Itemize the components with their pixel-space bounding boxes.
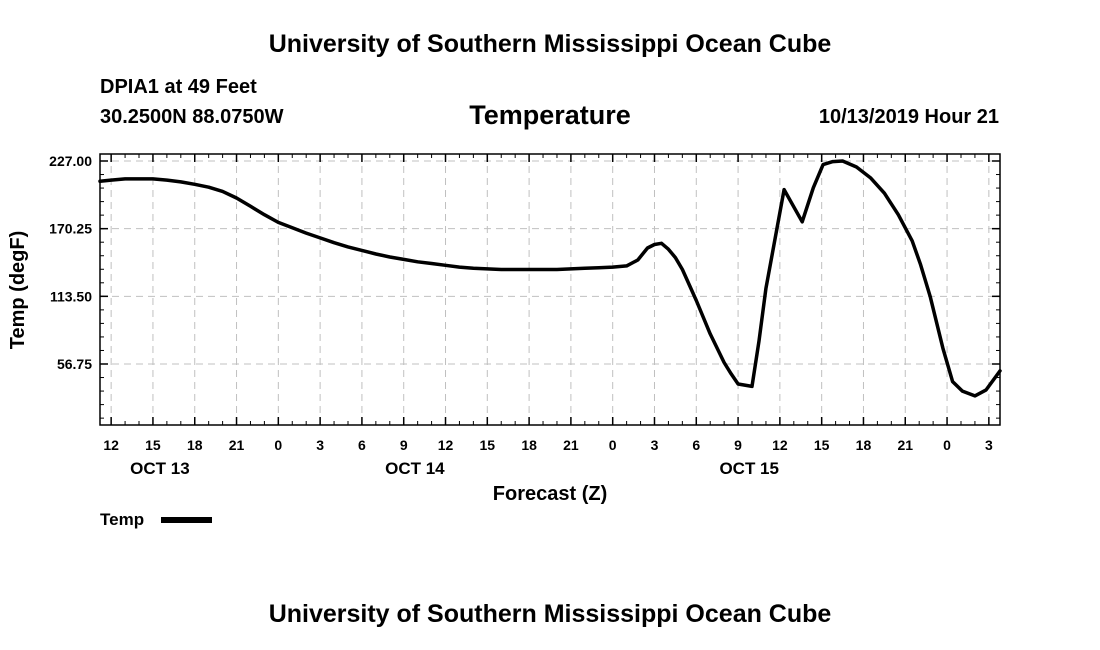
y-axis-label: Temp (degF) [7, 231, 29, 350]
x-tick-label: 12 [103, 437, 119, 453]
x-tick-label: 0 [943, 437, 951, 453]
y-tick-label: 56.75 [57, 356, 92, 372]
footer-title: University of Southern Mississippi Ocean… [268, 600, 832, 628]
x-tick-label: 15 [814, 437, 830, 453]
tick-labels: 12 15 18 21 0 3 6 9 12 15 18 21 0 3 6 9 12 15 18 21 0 3 56.75 1… [49, 153, 993, 478]
x-tick-label: 6 [692, 437, 700, 453]
day-label: OCT 13 [130, 459, 190, 478]
coordinates-label: 30.2500N 88.0750W [100, 106, 284, 128]
x-tick-label: 9 [734, 437, 742, 453]
x-tick-label: 18 [187, 437, 203, 453]
forecast-datetime: 10/13/2019 Hour 21 [818, 106, 999, 128]
y-tick-label: 113.50 [50, 288, 92, 304]
axis-ticks [100, 154, 1000, 425]
x-tick-label: 12 [438, 437, 454, 453]
x-tick-label: 9 [400, 437, 408, 453]
x-tick-label: 6 [358, 437, 366, 453]
day-label: OCT 15 [719, 459, 779, 478]
legend: Temp [100, 510, 212, 529]
x-tick-label: 3 [316, 437, 324, 453]
y-tick-label: 227.00 [49, 153, 92, 169]
x-tick-label: 3 [985, 437, 993, 453]
page-title: University of Southern Mississippi Ocean… [268, 30, 832, 58]
day-label: OCT 14 [385, 459, 445, 478]
plot-frame [99, 153, 1001, 426]
station-label: DPIA1 at 49 Feet [100, 76, 257, 98]
x-tick-label: 21 [229, 437, 245, 453]
grid [100, 154, 1000, 425]
x-tick-label: 12 [772, 437, 788, 453]
y-tick-label: 170.25 [49, 221, 92, 237]
x-tick-label: 15 [480, 437, 496, 453]
x-tick-label: 3 [651, 437, 659, 453]
x-tick-label: 18 [521, 437, 537, 453]
x-axis-label: Forecast (Z) [493, 483, 607, 505]
x-tick-label: 21 [897, 437, 913, 453]
temp-series-line [98, 159, 1002, 398]
x-tick-label: 0 [274, 437, 282, 453]
legend-label: Temp [100, 510, 144, 529]
x-tick-label: 0 [609, 437, 617, 453]
x-tick-label: 21 [563, 437, 579, 453]
x-tick-label: 15 [145, 437, 161, 453]
x-tick-label: 18 [856, 437, 872, 453]
chart-title: Temperature [469, 100, 631, 130]
